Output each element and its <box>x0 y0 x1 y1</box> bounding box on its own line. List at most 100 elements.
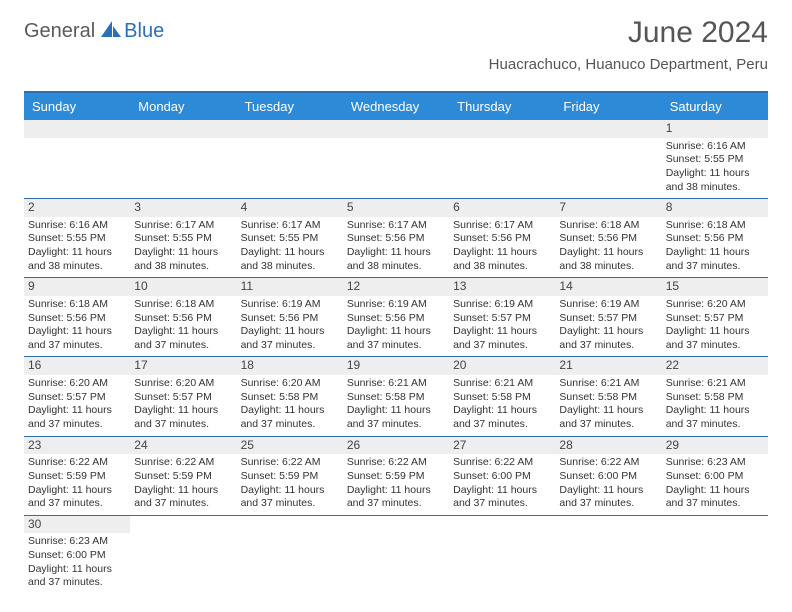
sunset-line: Sunset: 6:00 PM <box>666 470 764 484</box>
daylight-line: Daylight: 11 hours and 37 minutes. <box>28 484 126 511</box>
day-cell: 6Sunrise: 6:17 AMSunset: 5:56 PMDaylight… <box>449 199 555 277</box>
day-number: 18 <box>237 357 343 375</box>
sunset-line: Sunset: 5:57 PM <box>559 312 657 326</box>
day-cell: 4Sunrise: 6:17 AMSunset: 5:55 PMDaylight… <box>237 199 343 277</box>
day-number: 25 <box>237 437 343 455</box>
sunrise-line: Sunrise: 6:22 AM <box>134 456 232 470</box>
sunrise-line: Sunrise: 6:19 AM <box>453 298 551 312</box>
day-number: 29 <box>662 437 768 455</box>
day-number: 26 <box>343 437 449 455</box>
week-row: 30Sunrise: 6:23 AMSunset: 6:00 PMDayligh… <box>24 516 768 594</box>
daylight-line: Daylight: 11 hours and 37 minutes. <box>134 404 232 431</box>
sunset-line: Sunset: 6:00 PM <box>453 470 551 484</box>
sunset-line: Sunset: 5:58 PM <box>347 391 445 405</box>
day-header: Wednesday <box>343 93 449 120</box>
sunset-line: Sunset: 5:59 PM <box>28 470 126 484</box>
day-number: 11 <box>237 278 343 296</box>
sunrise-line: Sunrise: 6:16 AM <box>28 219 126 233</box>
day-cell: 20Sunrise: 6:21 AMSunset: 5:58 PMDayligh… <box>449 357 555 435</box>
day-number: 20 <box>449 357 555 375</box>
daylight-line: Daylight: 11 hours and 38 minutes. <box>666 167 764 194</box>
day-cell: 15Sunrise: 6:20 AMSunset: 5:57 PMDayligh… <box>662 278 768 356</box>
day-cell: 3Sunrise: 6:17 AMSunset: 5:55 PMDaylight… <box>130 199 236 277</box>
day-cell: 14Sunrise: 6:19 AMSunset: 5:57 PMDayligh… <box>555 278 661 356</box>
day-cell <box>237 120 343 198</box>
day-cell: 24Sunrise: 6:22 AMSunset: 5:59 PMDayligh… <box>130 437 236 515</box>
day-number: 23 <box>24 437 130 455</box>
sunset-line: Sunset: 5:56 PM <box>559 232 657 246</box>
sunset-line: Sunset: 5:59 PM <box>134 470 232 484</box>
sunset-line: Sunset: 5:58 PM <box>453 391 551 405</box>
day-cell: 23Sunrise: 6:22 AMSunset: 5:59 PMDayligh… <box>24 437 130 515</box>
sunrise-line: Sunrise: 6:23 AM <box>28 535 126 549</box>
sunrise-line: Sunrise: 6:19 AM <box>559 298 657 312</box>
sunrise-line: Sunrise: 6:22 AM <box>559 456 657 470</box>
day-cell: 8Sunrise: 6:18 AMSunset: 5:56 PMDaylight… <box>662 199 768 277</box>
sunset-line: Sunset: 5:56 PM <box>241 312 339 326</box>
sunset-line: Sunset: 5:57 PM <box>134 391 232 405</box>
day-header: Thursday <box>449 93 555 120</box>
day-number-empty <box>24 120 130 138</box>
sunset-line: Sunset: 5:59 PM <box>347 470 445 484</box>
day-cell: 11Sunrise: 6:19 AMSunset: 5:56 PMDayligh… <box>237 278 343 356</box>
daylight-line: Daylight: 11 hours and 38 minutes. <box>347 246 445 273</box>
day-number-empty <box>237 120 343 138</box>
sunrise-line: Sunrise: 6:22 AM <box>453 456 551 470</box>
sunrise-line: Sunrise: 6:17 AM <box>241 219 339 233</box>
sunset-line: Sunset: 5:59 PM <box>241 470 339 484</box>
day-header: Saturday <box>662 93 768 120</box>
sunrise-line: Sunrise: 6:21 AM <box>559 377 657 391</box>
day-cell <box>24 120 130 198</box>
daylight-line: Daylight: 11 hours and 37 minutes. <box>241 484 339 511</box>
sunrise-line: Sunrise: 6:20 AM <box>666 298 764 312</box>
week-row: 16Sunrise: 6:20 AMSunset: 5:57 PMDayligh… <box>24 357 768 436</box>
sunset-line: Sunset: 5:57 PM <box>28 391 126 405</box>
day-cell <box>662 516 768 594</box>
day-header-row: SundayMondayTuesdayWednesdayThursdayFrid… <box>24 93 768 120</box>
day-number: 12 <box>343 278 449 296</box>
daylight-line: Daylight: 11 hours and 37 minutes. <box>559 404 657 431</box>
sunset-line: Sunset: 5:58 PM <box>559 391 657 405</box>
day-cell: 21Sunrise: 6:21 AMSunset: 5:58 PMDayligh… <box>555 357 661 435</box>
day-cell: 26Sunrise: 6:22 AMSunset: 5:59 PMDayligh… <box>343 437 449 515</box>
day-cell: 1Sunrise: 6:16 AMSunset: 5:55 PMDaylight… <box>662 120 768 198</box>
sunrise-line: Sunrise: 6:21 AM <box>666 377 764 391</box>
day-number: 4 <box>237 199 343 217</box>
sunset-line: Sunset: 5:55 PM <box>134 232 232 246</box>
sunset-line: Sunset: 5:56 PM <box>453 232 551 246</box>
sunrise-line: Sunrise: 6:17 AM <box>134 219 232 233</box>
day-number: 5 <box>343 199 449 217</box>
sunset-line: Sunset: 5:55 PM <box>666 153 764 167</box>
day-cell <box>237 516 343 594</box>
day-cell: 17Sunrise: 6:20 AMSunset: 5:57 PMDayligh… <box>130 357 236 435</box>
logo-word2: Blue <box>124 20 164 43</box>
sunrise-line: Sunrise: 6:22 AM <box>347 456 445 470</box>
daylight-line: Daylight: 11 hours and 37 minutes. <box>559 325 657 352</box>
daylight-line: Daylight: 11 hours and 38 minutes. <box>28 246 126 273</box>
day-cell <box>130 120 236 198</box>
day-cell: 10Sunrise: 6:18 AMSunset: 5:56 PMDayligh… <box>130 278 236 356</box>
sunrise-line: Sunrise: 6:18 AM <box>28 298 126 312</box>
page-title: June 2024 <box>628 16 768 50</box>
daylight-line: Daylight: 11 hours and 37 minutes. <box>241 325 339 352</box>
day-number: 8 <box>662 199 768 217</box>
daylight-line: Daylight: 11 hours and 37 minutes. <box>241 404 339 431</box>
sunset-line: Sunset: 6:00 PM <box>28 549 126 563</box>
sunrise-line: Sunrise: 6:18 AM <box>666 219 764 233</box>
day-header: Friday <box>555 93 661 120</box>
sunset-line: Sunset: 5:56 PM <box>347 232 445 246</box>
day-cell: 2Sunrise: 6:16 AMSunset: 5:55 PMDaylight… <box>24 199 130 277</box>
day-number: 7 <box>555 199 661 217</box>
daylight-line: Daylight: 11 hours and 37 minutes. <box>453 484 551 511</box>
day-number: 22 <box>662 357 768 375</box>
daylight-line: Daylight: 11 hours and 37 minutes. <box>347 404 445 431</box>
day-cell: 22Sunrise: 6:21 AMSunset: 5:58 PMDayligh… <box>662 357 768 435</box>
day-cell: 30Sunrise: 6:23 AMSunset: 6:00 PMDayligh… <box>24 516 130 594</box>
day-cell <box>130 516 236 594</box>
daylight-line: Daylight: 11 hours and 37 minutes. <box>453 404 551 431</box>
sunset-line: Sunset: 5:56 PM <box>347 312 445 326</box>
day-number: 30 <box>24 516 130 534</box>
week-row: 23Sunrise: 6:22 AMSunset: 5:59 PMDayligh… <box>24 437 768 516</box>
day-number: 28 <box>555 437 661 455</box>
sunrise-line: Sunrise: 6:17 AM <box>347 219 445 233</box>
